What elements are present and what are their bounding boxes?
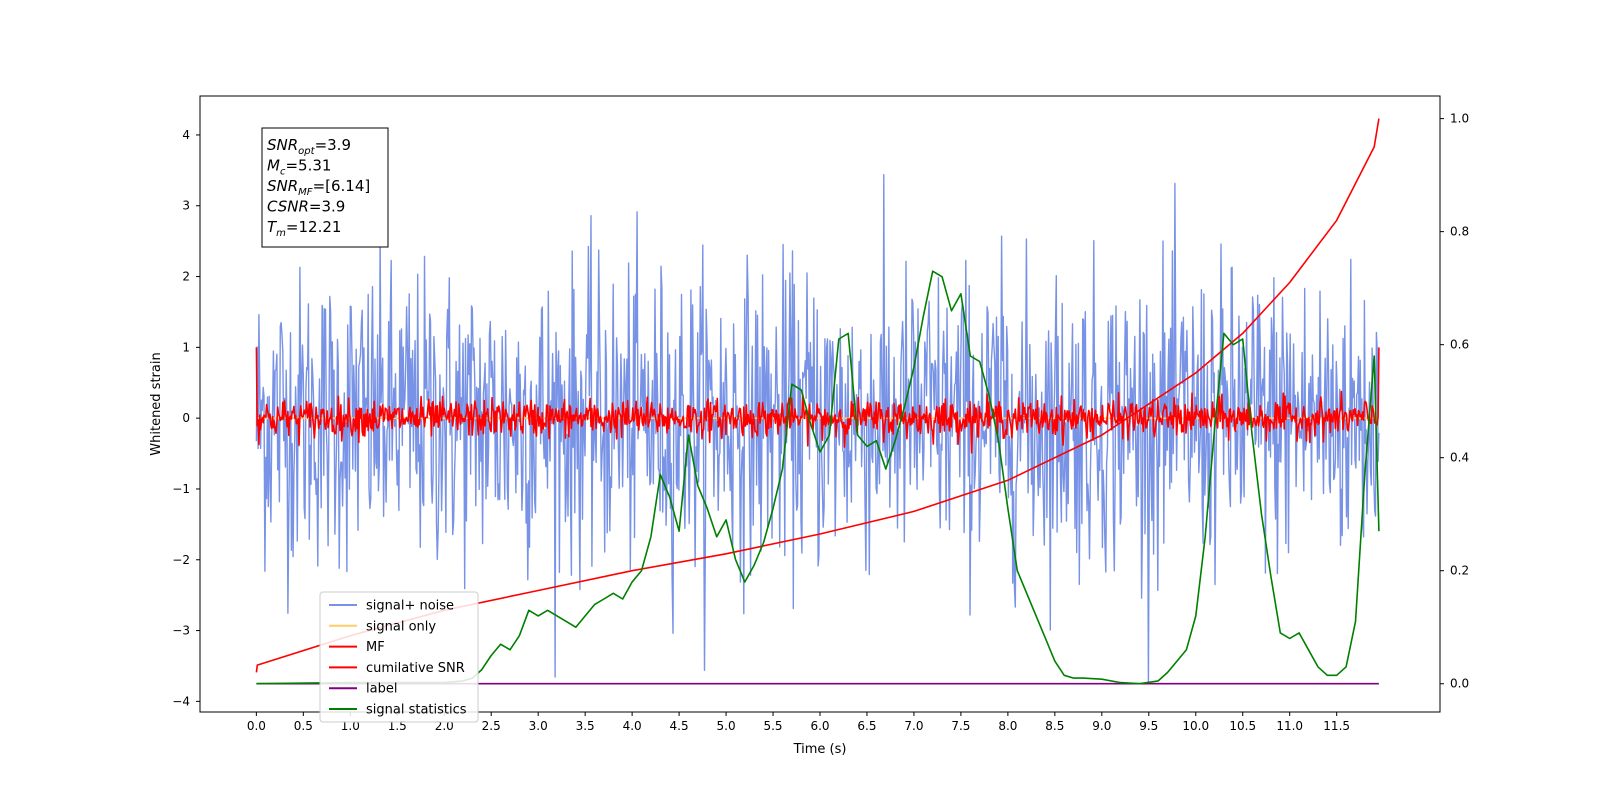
x-tick-label: 0.5: [294, 719, 313, 733]
x-axis: 0.0 0.5 1.0 1.5 2.0 2.5 3.0 3.5 4.0 4.5 5.0 5.5 6.0 6…: [247, 712, 1350, 733]
x-axis-label: Time (s): [793, 742, 847, 757]
y-tick-label: −2: [172, 553, 190, 567]
y2-tick-label: 0.8: [1450, 225, 1469, 239]
x-tick-label: 5.5: [763, 719, 782, 733]
y2-tick-label: 0.6: [1450, 338, 1469, 352]
y2-tick-label: 0.0: [1450, 677, 1469, 691]
x-tick-label: 7.5: [951, 719, 970, 733]
y-tick-label: −4: [172, 694, 190, 708]
x-tick-label: 11.0: [1276, 719, 1303, 733]
series-mf: [255, 347, 1380, 454]
annotation-line: Tm=12.21: [267, 218, 341, 239]
y-tick-label: 1: [182, 340, 190, 354]
y-tick-label: 2: [182, 270, 190, 284]
y2-tick-label: 1.0: [1450, 112, 1469, 126]
y2-tick-label: 0.4: [1450, 451, 1469, 465]
annotation-line: SNRopt=3.9: [267, 136, 351, 157]
x-tick-label: 4.0: [623, 719, 642, 733]
x-tick-label: 6.0: [810, 719, 829, 733]
x-tick-label: 2.5: [482, 719, 501, 733]
x-tick-label: 11.5: [1323, 719, 1350, 733]
x-tick-label: 8.0: [998, 719, 1017, 733]
series-signal-noise: [255, 173, 1380, 685]
x-tick-label: 10.0: [1182, 719, 1209, 733]
legend-entry: signal statistics: [366, 703, 467, 718]
y2-tick-label: 0.2: [1450, 564, 1469, 578]
legend-entry: cumilative SNR: [366, 661, 465, 676]
legend-entry: signal+ noise: [366, 599, 454, 614]
series-signal-statistics: [256, 270, 1380, 685]
x-tick-label: 3.5: [576, 719, 595, 733]
legend-frame: [319, 591, 479, 723]
y-axis-left: 4 3 2 1 0 −1 −2 −3 −4: [172, 128, 200, 708]
legend-entry: label: [366, 682, 397, 697]
x-tick-label: 9.0: [1092, 719, 1111, 733]
y-tick-label: 4: [182, 128, 190, 142]
legend-entry: MF: [366, 640, 385, 655]
legend: signal+ noise signal only MF cumilative SNR…: [319, 591, 479, 723]
annotation-line: CSNR=3.9: [267, 198, 345, 216]
y-tick-label: −3: [172, 624, 190, 638]
annotation-frame: [261, 127, 389, 248]
y-tick-label: 0: [182, 411, 190, 425]
y-tick-label: −1: [172, 482, 190, 496]
x-tick-label: 3.0: [529, 719, 548, 733]
x-tick-label: 4.5: [670, 719, 689, 733]
y-tick-label: 3: [182, 199, 190, 213]
x-tick-label: 7.0: [904, 719, 923, 733]
x-tick-label: 10.5: [1229, 719, 1256, 733]
x-tick-label: 5.0: [717, 719, 736, 733]
x-tick-label: 9.5: [1139, 719, 1158, 733]
x-tick-label: 6.5: [857, 719, 876, 733]
annotation-line: SNRMF=[6.14]: [267, 177, 370, 198]
x-tick-label: 0.0: [247, 719, 266, 733]
x-tick-label: 8.5: [1045, 719, 1064, 733]
legend-entry: signal only: [366, 619, 436, 634]
annotation-line: Mc=5.31: [267, 157, 331, 178]
y-axis-right: 1.0 0.8 0.6 0.4 0.2 0.0: [1440, 112, 1469, 691]
y-axis-label: Whitened strain: [149, 352, 164, 455]
